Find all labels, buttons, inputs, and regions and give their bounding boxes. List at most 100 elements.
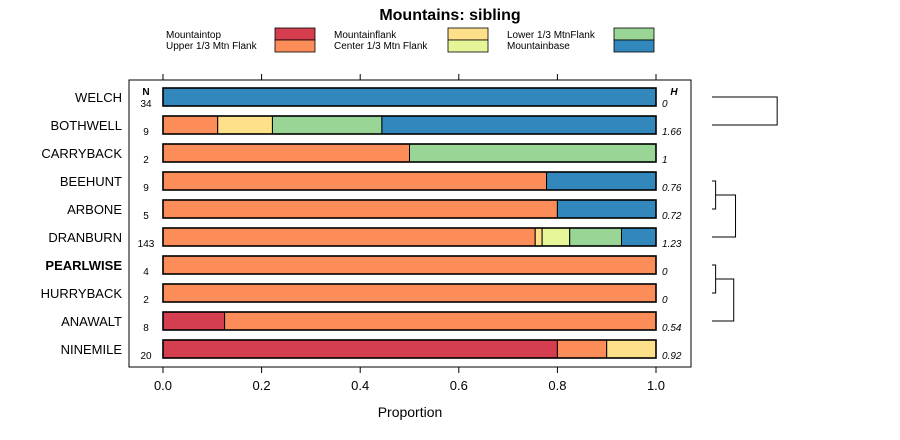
x-tick-label: 0.4 — [351, 378, 369, 393]
row-pearlwise: PEARLWISE 4 0 — [45, 255, 668, 278]
row-n-value: 20 — [140, 351, 152, 362]
row-n-value: 2 — [143, 155, 149, 166]
plot-frame — [128, 79, 692, 368]
bar-segment-lower-1-3-mtnflank — [569, 227, 622, 247]
row-h-value: 0 — [662, 99, 668, 110]
legend-label-mountainflank: Mountainflank — [334, 30, 397, 41]
row-n-value: 4 — [143, 267, 149, 278]
x-axis: 0.0 0.2 0.4 0.6 0.8 1.0 — [154, 74, 665, 393]
row-dranburn: DRANBURN 143 1.23 — [48, 227, 682, 250]
row-h-value: 1.66 — [662, 127, 682, 138]
row-label: CARRYBACK — [41, 146, 122, 161]
x-tick-label: 0.6 — [450, 378, 468, 393]
bar-segment-upper-1-3-mtn-flank — [224, 311, 657, 331]
row-h-value: 0 — [662, 267, 668, 278]
row-h-value: 0.92 — [662, 351, 682, 362]
row-anawalt: ANAWALT 8 0.54 — [61, 311, 682, 334]
legend-label-center-1-3-mtn-flank: Center 1/3 Mtn Flank — [334, 41, 428, 52]
bar-segment-mountainbase — [381, 115, 657, 135]
bar-segment-center-1-3-mtn-flank — [541, 227, 571, 247]
bar-segment-upper-1-3-mtn-flank — [162, 143, 410, 163]
legend-swatch-center-1-3-mtn-flank — [447, 39, 489, 53]
legend-swatch-mountainflank — [447, 27, 489, 41]
x-axis-label: Proportion — [378, 404, 443, 420]
bar-segment-mountainbase — [620, 227, 657, 247]
legend-label-upper-1-3-mtn-flank: Upper 1/3 Mtn Flank — [166, 41, 258, 52]
bar-segment-lower-1-3-mtnflank — [271, 115, 383, 135]
bar-outline — [162, 227, 657, 247]
bar-segment-upper-1-3-mtn-flank — [556, 339, 608, 359]
bar-outline — [162, 255, 657, 275]
dendrogram-link — [712, 96, 778, 126]
row-label: ANAWALT — [61, 314, 122, 329]
legend-swatch-mountaintop — [274, 27, 316, 41]
bar-segment-mountainflank — [534, 227, 543, 247]
n-column-header: N — [142, 87, 149, 98]
row-n-value: 5 — [143, 211, 149, 222]
row-label: ARBONE — [67, 202, 122, 217]
row-h-value: 1 — [662, 155, 668, 166]
row-carryback: CARRYBACK 2 1 — [41, 143, 668, 166]
h-column-header: H — [670, 87, 678, 98]
row-n-value: 8 — [143, 323, 149, 334]
legend-label-lower-1-3-mtnflank: Lower 1/3 MtnFlank — [507, 30, 596, 41]
bar-segment-mountaintop — [162, 339, 558, 359]
bar-segment-upper-1-3-mtn-flank — [162, 227, 536, 247]
bar-outline — [162, 143, 657, 163]
bar-segment-upper-1-3-mtn-flank — [162, 171, 548, 191]
chart-title: Mountains: sibling — [379, 7, 520, 24]
row-h-value: 0.72 — [662, 211, 682, 222]
row-label: BEEHUNT — [60, 174, 122, 189]
row-n-value: 143 — [138, 239, 155, 250]
bar-segment-upper-1-3-mtn-flank — [162, 283, 657, 303]
bar-segment-upper-1-3-mtn-flank — [162, 255, 657, 275]
x-tick-label: 0.0 — [154, 378, 172, 393]
dendrogram-link — [712, 278, 735, 322]
dendrogram-link — [712, 180, 717, 210]
bar-rows: WELCH 34 0 BOTHWELL 9 1.66 CARRYBACK 2 1 BEEHUNT 9… — [41, 87, 682, 362]
bar-outline — [162, 311, 657, 331]
row-n-value: 9 — [143, 127, 149, 138]
row-label: WELCH — [75, 90, 122, 105]
bar-outline — [162, 115, 657, 135]
row-label: NINEMILE — [61, 342, 123, 357]
bar-segment-mountainbase — [546, 171, 657, 191]
legend-swatch-lower-1-3-mtnflank — [613, 27, 655, 41]
legend-swatch-mountainbase — [613, 39, 655, 53]
row-n-value: 34 — [140, 99, 152, 110]
row-h-value: 1.23 — [662, 239, 682, 250]
bar-segment-mountainbase — [162, 87, 657, 107]
x-tick-label: 0.2 — [253, 378, 271, 393]
row-hurryback: HURRYBACK 2 0 — [41, 283, 668, 306]
bar-segment-mountainflank — [217, 115, 273, 135]
row-n-value: 9 — [143, 183, 149, 194]
dendrogram-link — [712, 194, 737, 238]
bar-segment-lower-1-3-mtnflank — [409, 143, 657, 163]
bar-segment-mountaintop — [162, 311, 226, 331]
row-beehunt: BEEHUNT 9 0.76 — [60, 171, 682, 194]
bar-outline — [162, 283, 657, 303]
row-h-value: 0.76 — [662, 183, 682, 194]
row-label: HURRYBACK — [41, 286, 123, 301]
row-h-value: 0.54 — [662, 323, 682, 334]
bar-segment-upper-1-3-mtn-flank — [162, 115, 219, 135]
x-tick-label: 1.0 — [647, 378, 665, 393]
x-tick-label: 0.8 — [548, 378, 566, 393]
bar-segment-mountainbase — [556, 199, 657, 219]
bar-segment-upper-1-3-mtn-flank — [162, 199, 558, 219]
row-label: BOTHWELL — [50, 118, 122, 133]
row-welch: WELCH 34 0 — [75, 87, 668, 110]
legend-label-mountaintop: Mountaintop — [166, 30, 221, 41]
row-bothwell: BOTHWELL 9 1.66 — [50, 115, 682, 138]
row-n-value: 2 — [143, 295, 149, 306]
bar-segment-mountainflank — [606, 339, 657, 359]
row-ninemile: NINEMILE 20 0.92 — [61, 339, 682, 362]
dendrogram-link — [712, 264, 717, 294]
bar-outline — [162, 87, 657, 107]
dendrogram — [712, 96, 778, 322]
bar-outline — [162, 339, 657, 359]
legend-swatch-upper-1-3-mtn-flank — [274, 39, 316, 53]
row-label: DRANBURN — [48, 230, 122, 245]
